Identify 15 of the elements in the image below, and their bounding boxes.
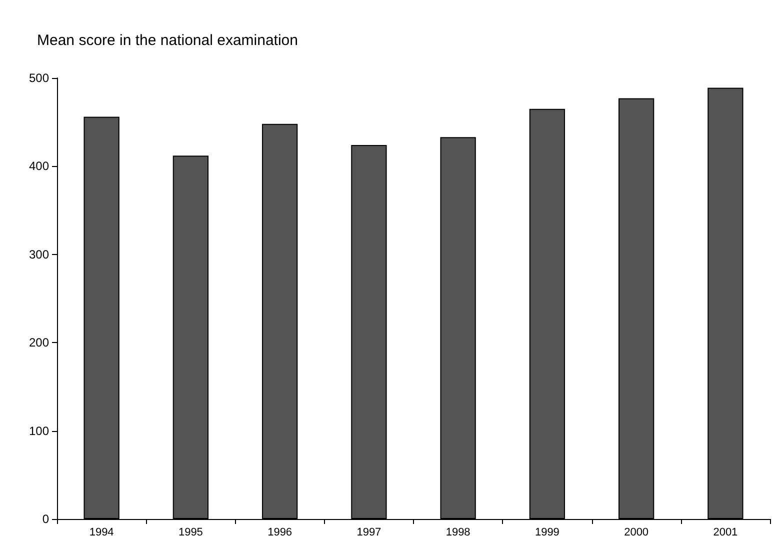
x-tick-label: 1999 (534, 526, 560, 538)
chart-title: Mean score in the national examination (37, 32, 298, 49)
x-tick-label: 2000 (624, 526, 649, 538)
y-tick-label: 300 (28, 247, 50, 262)
x-tick-label: 1997 (356, 526, 382, 538)
y-tick-label: 200 (28, 336, 50, 350)
x-tick-label: 2001 (713, 526, 738, 538)
y-tick-label: 400 (28, 159, 50, 174)
x-tick-label: 1995 (178, 526, 203, 538)
x-tick-label: 1998 (446, 526, 470, 538)
y-tick-label: 0 (42, 512, 50, 526)
x-tick-label: 1994 (89, 526, 114, 538)
y-tick-label: 500 (28, 71, 50, 85)
y-tick-label: 100 (28, 424, 50, 438)
x-tick-label: 1996 (268, 526, 292, 538)
